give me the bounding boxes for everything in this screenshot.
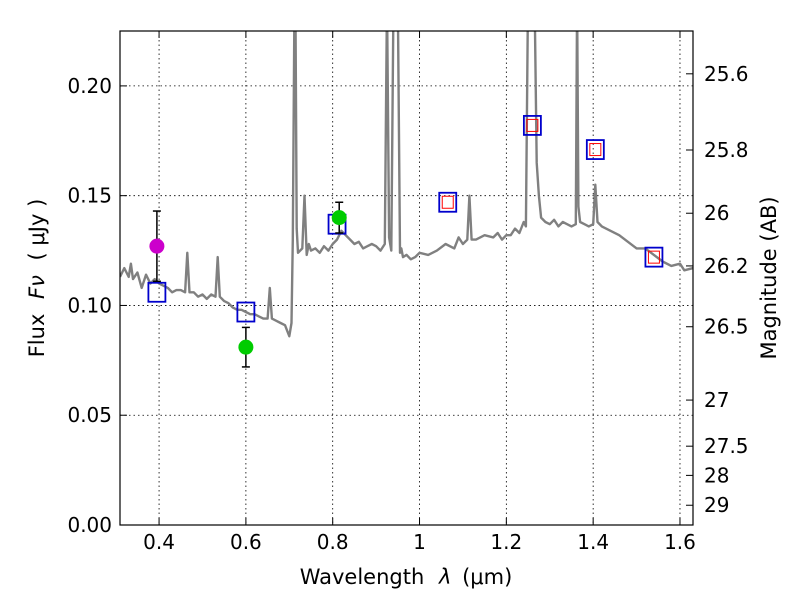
y-axis-title-prefix: Flux	[25, 314, 49, 358]
model-photometry-square	[438, 191, 458, 213]
observed-detection-circle	[238, 339, 254, 355]
model-photometry-square	[644, 246, 664, 268]
x-axis-title: Wavelength λ (μm)	[300, 565, 513, 589]
y-axis-title: Flux Fν ( μJy )	[25, 199, 49, 358]
x-tick-label: 1	[413, 530, 426, 554]
y2-tick-label: 26.5	[704, 315, 749, 339]
y2-tick-label: 26	[704, 201, 729, 225]
y-tick-label: 0.05	[67, 403, 112, 427]
y-tick-label: 0.10	[67, 293, 112, 317]
y2-tick-label: 25.8	[704, 138, 749, 162]
model-photometry-square	[522, 115, 542, 136]
x-axis-title-unit: (μm)	[462, 565, 512, 589]
x-axis-title-symbol: λ	[438, 565, 451, 589]
x-axis-title-prefix: Wavelength	[300, 565, 425, 589]
y-tick-label: 0.20	[67, 74, 112, 98]
series-layer	[120, 31, 693, 338]
plot-frame	[119, 30, 694, 526]
observed-nir-square	[441, 195, 454, 209]
x-tick-label: 1.6	[664, 530, 696, 554]
observed-detection-circle	[149, 238, 165, 254]
x-tick-label: 0.4	[143, 530, 175, 554]
grid-lines	[120, 31, 693, 526]
plot-area-content	[120, 31, 693, 338]
y-tick-label: 0.15	[67, 184, 112, 208]
y2-tick-label: 29	[704, 493, 729, 517]
x-tick-label: 0.6	[230, 530, 262, 554]
x-tick-label: 1.2	[490, 530, 522, 554]
observed-nir-square	[589, 143, 602, 157]
marker-layer	[147, 115, 664, 368]
y2-tick-label: 28	[704, 463, 729, 487]
y2-tick-label: 27.5	[704, 434, 749, 458]
spectrum-line	[120, 31, 693, 338]
y-axis-title-symbol: Fν	[25, 275, 49, 299]
x-tick-label: 0.8	[317, 530, 349, 554]
y2-tick-label: 25.6	[704, 62, 749, 86]
model-photometry-square	[585, 139, 605, 160]
observed-nir-square	[647, 250, 660, 264]
y-tick-label: 0.00	[67, 513, 112, 537]
observed-nir-square	[526, 118, 539, 132]
y2-tick-label: 26.2	[704, 254, 749, 278]
ticks-layer: 0.4 0.6 0.8 1 1.2 1.4 1.6 0.00 0.05 0.10 0.15 0.20 2…	[67, 31, 749, 554]
x-tick-label: 1.4	[577, 530, 609, 554]
y2-tick-label: 27	[704, 388, 729, 412]
model-photometry-square	[236, 301, 256, 323]
y-axis-title-unit: ( μJy )	[25, 199, 49, 261]
y2-axis-title: Magnitude (AB)	[757, 196, 781, 359]
observed-detection-circle	[331, 210, 347, 226]
model-photometry-square	[147, 281, 167, 303]
